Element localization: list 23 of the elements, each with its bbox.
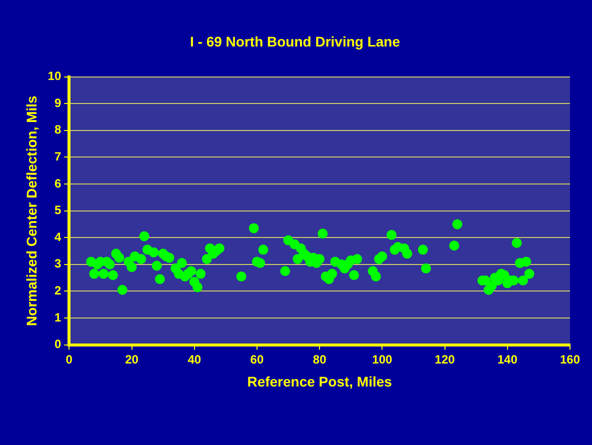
x-tick-label: 100 bbox=[372, 352, 393, 366]
y-axis-title: Normalized Center Deflection, Mils bbox=[23, 95, 40, 326]
y-tick-label: 8 bbox=[54, 122, 62, 137]
y-tick-label: 9 bbox=[54, 96, 62, 110]
x-tick-label: 160 bbox=[560, 352, 580, 366]
y-tick-label: 4 bbox=[54, 230, 62, 244]
y-tick-label: 2 bbox=[54, 284, 62, 298]
y-tick-label: 6 bbox=[54, 176, 62, 190]
x-tick-label: 140 bbox=[497, 352, 518, 366]
y-tick-label: 10 bbox=[48, 69, 62, 84]
y-tick-label: 3 bbox=[54, 256, 62, 271]
y-tick-label: 5 bbox=[54, 203, 62, 218]
x-tick-label: 20 bbox=[125, 352, 139, 366]
y-tick-label: 1 bbox=[54, 310, 62, 324]
x-axis-title: Reference Post, Miles bbox=[247, 373, 392, 390]
x-tick-label: 40 bbox=[188, 352, 202, 366]
x-tick-label: 0 bbox=[66, 352, 73, 366]
x-tick-label: 120 bbox=[434, 352, 456, 366]
chart-title: I - 69 North Bound Driving Lane bbox=[190, 33, 400, 50]
y-tick-label: 7 bbox=[54, 150, 62, 164]
y-tick-label: 0 bbox=[54, 337, 62, 352]
x-tick-label: 60 bbox=[250, 352, 264, 366]
x-tick-label: 80 bbox=[312, 352, 327, 366]
